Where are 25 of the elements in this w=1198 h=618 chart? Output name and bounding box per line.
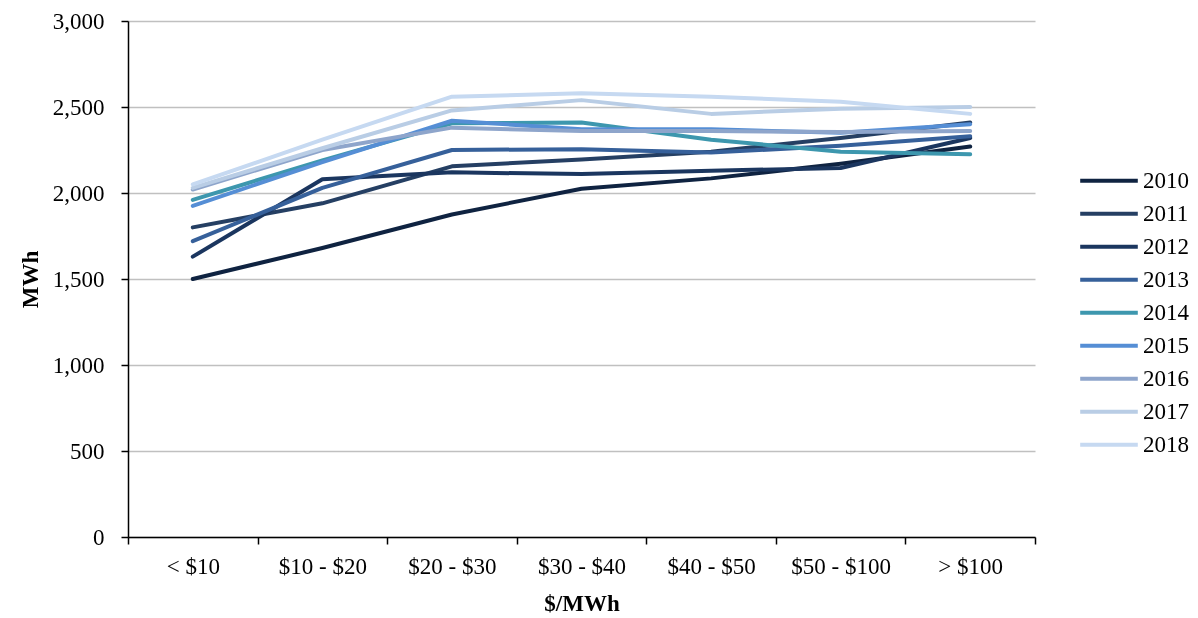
x-tick-label: $10 - $20: [278, 553, 367, 579]
x-tick-label: $20 - $30: [408, 553, 497, 579]
y-tick-label: 3,000: [52, 8, 105, 34]
x-tick-label: $30 - $40: [537, 553, 627, 579]
legend-label: 2017: [1143, 398, 1189, 424]
legend-label: 2015: [1143, 332, 1189, 358]
x-tick-label: > $100: [938, 553, 1004, 579]
legend-label: 2018: [1143, 431, 1189, 457]
y-tick-label: 0: [93, 524, 105, 550]
y-axis-title: MWh: [17, 250, 43, 309]
legend-label: 2010: [1143, 167, 1189, 193]
y-tick-label: 2,000: [52, 180, 105, 206]
x-tick-label: $50 - $100: [791, 553, 891, 579]
legend-label: 2014: [1143, 299, 1190, 325]
x-axis-title: $/MWh: [544, 590, 620, 616]
y-tick-label: 2,500: [52, 94, 105, 120]
y-tick-label: 500: [70, 438, 105, 464]
legend-label: 2011: [1143, 200, 1189, 226]
x-tick-label: $40 - $50: [667, 553, 756, 579]
legend-label: 2016: [1143, 365, 1189, 391]
y-tick-label: 1,000: [52, 352, 105, 378]
legend-label: 2013: [1143, 266, 1189, 292]
legend-label: 2012: [1143, 233, 1189, 259]
y-tick-label: 1,500: [52, 266, 105, 292]
x-tick-label: < $10: [166, 553, 220, 579]
